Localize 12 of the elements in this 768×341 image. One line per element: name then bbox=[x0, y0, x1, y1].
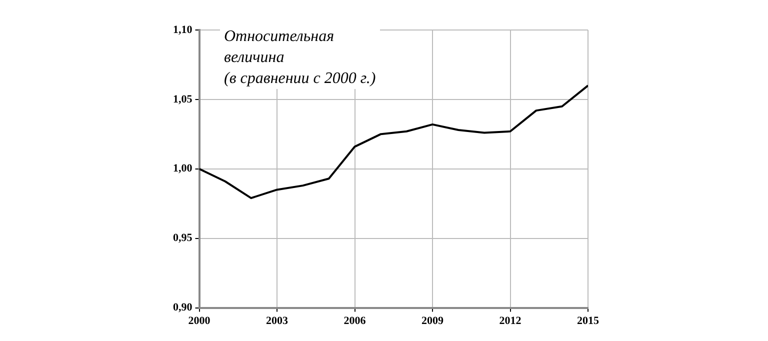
y-tick-label: 1,00 bbox=[173, 162, 193, 175]
y-tick-label: 0,95 bbox=[173, 232, 193, 244]
x-tick-label: 2003 bbox=[266, 315, 288, 328]
x-tick-label: 2006 bbox=[344, 315, 366, 328]
x-tick-label: 2015 bbox=[577, 315, 600, 328]
y-axis-title: Относительная величина (в сравнении с 2000 г.) bbox=[220, 26, 380, 89]
y-tick-label: 1,10 bbox=[173, 24, 193, 36]
x-tick-label: 2000 bbox=[188, 315, 211, 328]
y-tick-label: 1,05 bbox=[173, 93, 193, 106]
y-tick-label: 0,90 bbox=[173, 302, 193, 314]
x-tick-label: 2009 bbox=[422, 315, 444, 328]
x-tick-label: 2012 bbox=[499, 315, 522, 328]
